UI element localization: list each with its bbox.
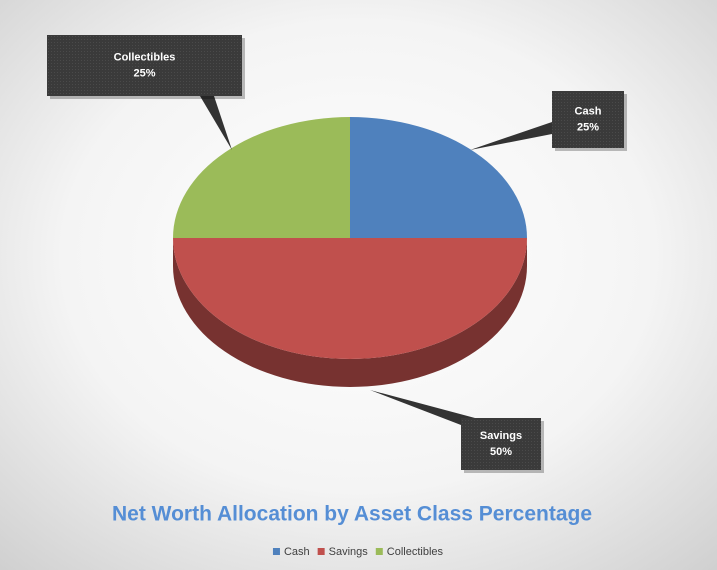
data-label-value: 25% — [577, 121, 599, 133]
data-label-name: Savings — [480, 430, 522, 442]
legend-label: Savings — [329, 546, 369, 558]
data-callout: Savings 50% — [370, 390, 544, 473]
pie-side — [173, 238, 527, 387]
callout-pointer — [370, 390, 475, 425]
data-label-name: Collectibles — [114, 51, 176, 63]
legend-swatch — [375, 548, 383, 555]
pie-slice — [173, 117, 350, 238]
legend: Cash Savings Collectibles — [272, 546, 444, 558]
data-callout: Collectibles 25% — [47, 35, 245, 150]
callout-pointer — [200, 96, 232, 150]
data-label-value: 25% — [133, 67, 155, 79]
legend-label: Cash — [284, 546, 310, 558]
data-label-value: 50% — [490, 446, 512, 458]
pie-slice — [173, 238, 527, 359]
legend-swatch — [317, 548, 325, 555]
legend-swatch — [272, 548, 280, 555]
chart-title: Net Worth Allocation by Asset Class Perc… — [112, 503, 592, 526]
callout-box — [552, 91, 624, 148]
data-label-name: Cash — [575, 105, 602, 117]
legend-label: Collectibles — [387, 546, 444, 558]
pie-slice — [350, 117, 527, 238]
callout-box — [461, 418, 541, 470]
callout-pointer — [470, 122, 552, 150]
data-callout: Cash 25% — [470, 91, 627, 151]
callout-box — [47, 35, 242, 96]
